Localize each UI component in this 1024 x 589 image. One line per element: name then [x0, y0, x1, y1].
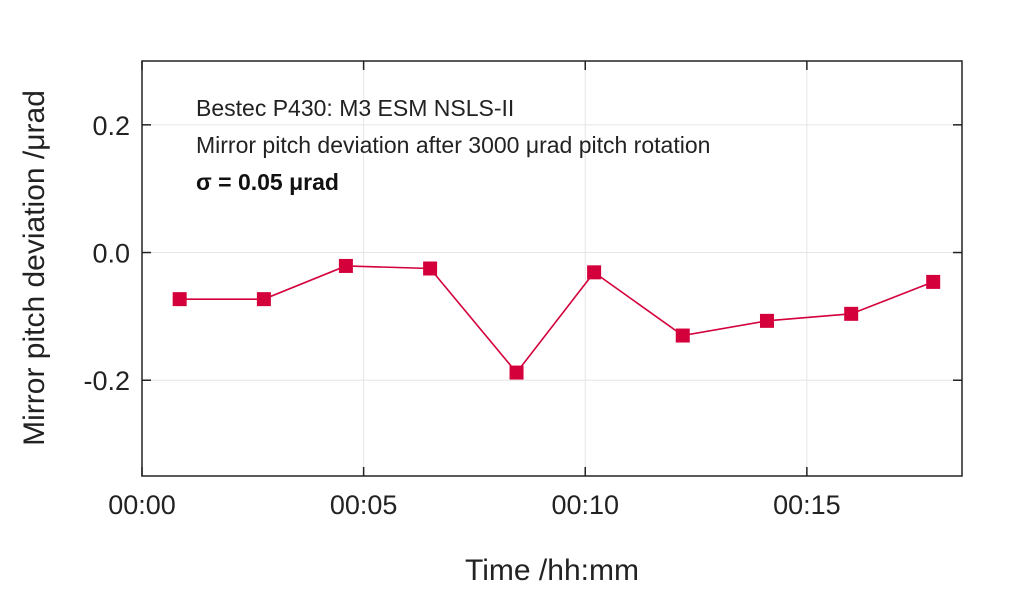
annotation-sigma: σ = 0.05 μrad	[196, 169, 339, 195]
data-point	[675, 328, 690, 343]
data-point	[256, 292, 271, 307]
x-tick-label: 00:15	[773, 490, 841, 520]
grid	[141, 61, 962, 476]
series-layer	[172, 258, 941, 380]
axis-ticks: 00:00 00:05 00:10 00:15 0.2 0.0 -0.2	[83, 61, 962, 520]
data-point	[926, 274, 941, 289]
data-point	[423, 261, 438, 276]
x-tick-label: 00:10	[551, 490, 619, 520]
x-tick-label: 00:05	[330, 490, 398, 520]
annotation-instrument: Bestec P430: M3 ESM NSLS-II	[196, 95, 514, 121]
x-axis-title: Time /hh:mm	[465, 554, 639, 587]
x-tick-label: 00:00	[108, 490, 176, 520]
y-tick-label: 0.2	[92, 111, 130, 141]
y-tick-label: -0.2	[83, 366, 130, 396]
data-point	[844, 306, 859, 321]
data-point	[172, 292, 187, 307]
data-point	[759, 313, 774, 328]
y-tick-label: 0.0	[92, 239, 130, 269]
data-point	[587, 265, 602, 280]
series-line	[179, 265, 934, 374]
data-point	[509, 365, 524, 380]
data-point	[338, 258, 353, 273]
plot-frame	[141, 60, 963, 477]
annotation-description: Mirror pitch deviation after 3000 μrad p…	[196, 132, 710, 158]
y-axis-title: Mirror pitch deviation /μrad	[18, 90, 51, 446]
